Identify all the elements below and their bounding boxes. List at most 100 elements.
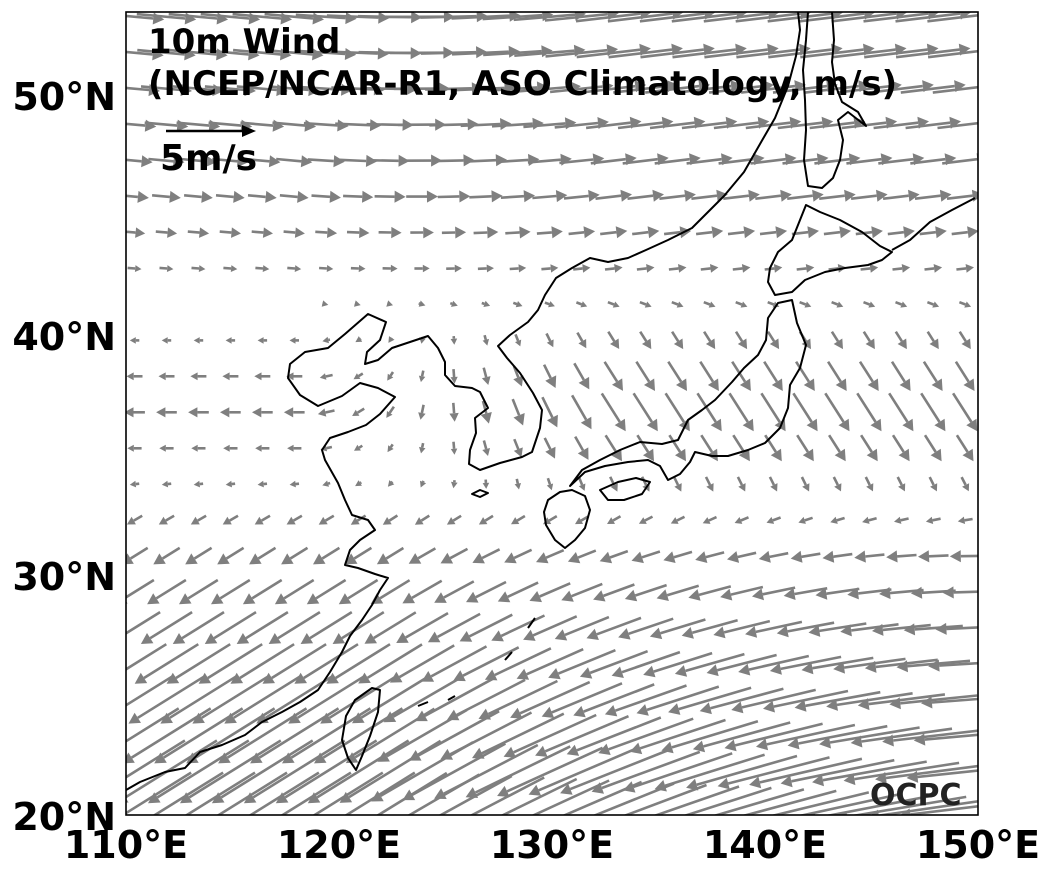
wind-arrow <box>717 756 830 790</box>
wind-arrow-head <box>487 226 499 239</box>
wind-arrow-head <box>137 190 149 203</box>
wind-arrow-head <box>450 338 458 345</box>
wind-arrow-shaft <box>767 300 775 306</box>
wind-arrow-shaft <box>767 12 833 23</box>
wind-arrow-head <box>843 773 856 786</box>
wind-arrow-head <box>179 593 192 605</box>
wind-arrow-shaft <box>126 739 186 779</box>
wind-arrow <box>225 480 236 488</box>
wind-arrow-shaft <box>613 84 668 94</box>
wind-arrow-shaft <box>858 360 874 383</box>
wind-arrow-shaft <box>421 480 425 483</box>
wind-arrow-shaft <box>695 230 713 236</box>
wind-arrow-head <box>875 772 887 784</box>
wind-arrow-head <box>548 301 555 308</box>
wind-arrow <box>618 617 674 640</box>
wind-arrow-head <box>902 418 914 432</box>
wind-arrow-shaft <box>682 786 772 815</box>
wind-arrow-shaft <box>932 517 941 522</box>
wind-arrow-shaft <box>589 649 649 675</box>
wind-arrow-shaft <box>481 301 485 306</box>
coastline-kyushu <box>543 489 591 549</box>
wind-arrow-shaft <box>896 476 903 486</box>
wind-arrow-shaft <box>667 360 683 383</box>
wind-arrow-shaft <box>622 783 707 815</box>
wind-arrow <box>607 300 620 308</box>
wind-arrow-shaft <box>583 683 655 713</box>
wind-arrow-shaft <box>704 48 768 59</box>
wind-arrow <box>230 643 295 684</box>
wind-arrow-head <box>913 733 926 746</box>
wind-arrow-shaft <box>860 434 873 453</box>
wind-arrow <box>338 578 379 605</box>
wind-arrow-head <box>773 264 783 273</box>
wind-arrow-shaft <box>577 477 584 486</box>
wind-arrow <box>727 551 757 563</box>
wind-arrow-head <box>586 628 599 640</box>
wind-arrow <box>627 189 664 202</box>
wind-arrow-shaft <box>420 404 425 414</box>
wind-arrow-shaft <box>201 48 249 56</box>
wind-arrow-shaft <box>316 739 410 799</box>
title-line-1: 10m Wind <box>148 22 340 62</box>
wind-arrow-head <box>871 226 883 239</box>
wind-arrow-shaft <box>523 122 566 129</box>
wind-arrow <box>355 336 363 343</box>
wind-arrow-head <box>575 517 584 525</box>
wind-arrow <box>895 300 908 308</box>
wind-arrow <box>928 659 978 672</box>
wind-arrow-shaft <box>264 12 314 20</box>
wind-arrow-shaft <box>188 739 282 799</box>
wind-arrow-shaft <box>836 692 913 707</box>
wind-arrow-shaft <box>500 777 578 815</box>
wind-arrow-shaft <box>436 612 481 639</box>
wind-arrow-head <box>656 589 669 601</box>
wind-arrow-shaft <box>232 48 281 56</box>
wind-arrow <box>854 550 885 563</box>
wind-arrow-head <box>882 734 894 747</box>
wind-arrow-head <box>193 337 200 344</box>
wind-arrow <box>322 336 331 344</box>
wind-arrow-shaft <box>596 616 642 636</box>
wind-arrow <box>465 745 571 798</box>
wind-arrow-head <box>422 264 430 273</box>
wind-arrow-head <box>844 189 856 202</box>
wind-arrow-head <box>427 631 441 643</box>
wind-arrow <box>252 407 273 418</box>
wind-arrow-head <box>929 338 939 350</box>
wind-arrow-head <box>840 624 852 637</box>
wind-arrow <box>300 83 353 96</box>
wind-arrow-shaft <box>937 121 978 130</box>
wind-arrow-shaft <box>782 157 818 165</box>
wind-arrow-shaft <box>215 194 234 199</box>
wind-arrow-head <box>377 751 390 762</box>
wind-arrow-shaft <box>836 516 845 522</box>
wind-arrow-head <box>421 671 435 682</box>
wind-arrow-shaft <box>654 157 690 165</box>
wind-arrow-head <box>97 713 110 724</box>
wind-arrow-shaft <box>187 578 219 600</box>
wind-arrow-head <box>566 744 580 756</box>
wind-arrow-head <box>286 372 294 381</box>
wind-arrow <box>286 514 303 525</box>
wind-arrow-shaft <box>910 157 946 165</box>
wind-arrow <box>712 788 805 815</box>
wind-arrow <box>190 514 207 525</box>
wind-arrow-head <box>344 48 357 60</box>
wind-arrow-head <box>734 517 743 524</box>
wind-arrow-head <box>355 480 362 487</box>
wind-arrow <box>766 516 782 524</box>
wind-arrow-head <box>420 480 427 488</box>
wind-arrow-head <box>428 828 441 839</box>
wind-arrow-head <box>775 226 788 239</box>
wind-arrow-head <box>826 699 838 711</box>
wind-arrow-shaft <box>892 267 903 271</box>
wind-arrow-shaft <box>518 85 571 93</box>
wind-arrow <box>595 189 632 202</box>
wind-arrow-head <box>850 735 863 748</box>
wind-arrow <box>738 654 810 676</box>
wind-arrow-shaft <box>475 580 507 599</box>
wind-arrow-head <box>780 189 792 202</box>
wind-arrow <box>364 611 417 644</box>
wind-arrow-head <box>610 338 620 349</box>
